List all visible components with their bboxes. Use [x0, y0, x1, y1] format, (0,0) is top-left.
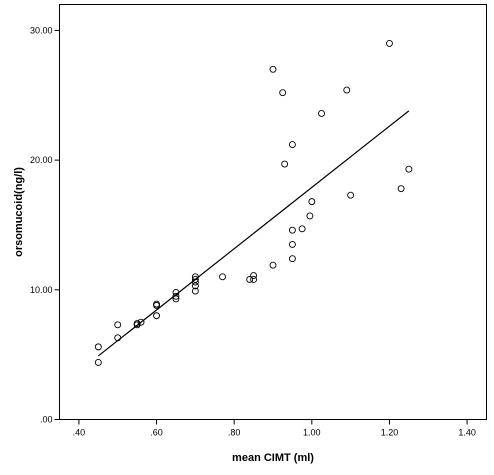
data-point — [347, 191, 355, 199]
data-point — [318, 109, 325, 117]
data-point — [137, 318, 145, 326]
x-axis-title: mean CIMT (ml) — [232, 452, 314, 464]
x-tick-label: 1.40 — [458, 428, 476, 438]
x-tick-label: 1.00 — [303, 428, 321, 438]
data-point — [281, 160, 289, 168]
data-point — [246, 275, 254, 283]
data-point — [288, 240, 296, 248]
data-point — [269, 65, 277, 73]
data-point — [114, 321, 122, 329]
data-point — [250, 272, 258, 279]
data-point — [269, 261, 277, 269]
data-point — [288, 141, 296, 149]
data-point — [153, 300, 160, 308]
data-point — [343, 86, 351, 94]
data-point — [279, 89, 287, 97]
x-tick-label: .60 — [150, 428, 163, 438]
data-point — [191, 282, 199, 290]
x-axis-ticks: .40 .60 .80 1.00 1.20 1.40 — [73, 419, 476, 438]
data-point — [405, 165, 413, 173]
data-point — [219, 273, 226, 281]
data-point — [288, 226, 296, 234]
x-tick-label: .80 — [228, 428, 241, 438]
plot-frame — [59, 4, 487, 420]
data-point — [298, 225, 306, 233]
x-tick-label: 1.20 — [381, 428, 399, 438]
data-point — [94, 343, 102, 351]
y-tick-label: 20.00 — [30, 155, 53, 165]
data-point — [191, 287, 199, 295]
regression-line — [97, 110, 410, 357]
data-point — [288, 255, 296, 263]
data-point — [172, 295, 180, 303]
x-tick-label: .40 — [73, 428, 86, 438]
y-tick-label: .00 — [40, 415, 53, 425]
data-point — [94, 358, 102, 366]
y-axis-ticks: .00 10.00 20.00 30.00 — [30, 25, 60, 425]
data-point — [191, 275, 199, 283]
y-tick-label: 10.00 — [30, 285, 53, 295]
data-point — [153, 312, 160, 320]
data-point — [386, 39, 393, 47]
data-point — [397, 185, 405, 193]
y-tick-label: 30.00 — [30, 25, 53, 35]
data-point — [250, 275, 258, 283]
data-point — [308, 198, 316, 206]
data-point — [306, 212, 314, 220]
y-axis-title: orsomucoid(ng/l) — [13, 167, 25, 257]
